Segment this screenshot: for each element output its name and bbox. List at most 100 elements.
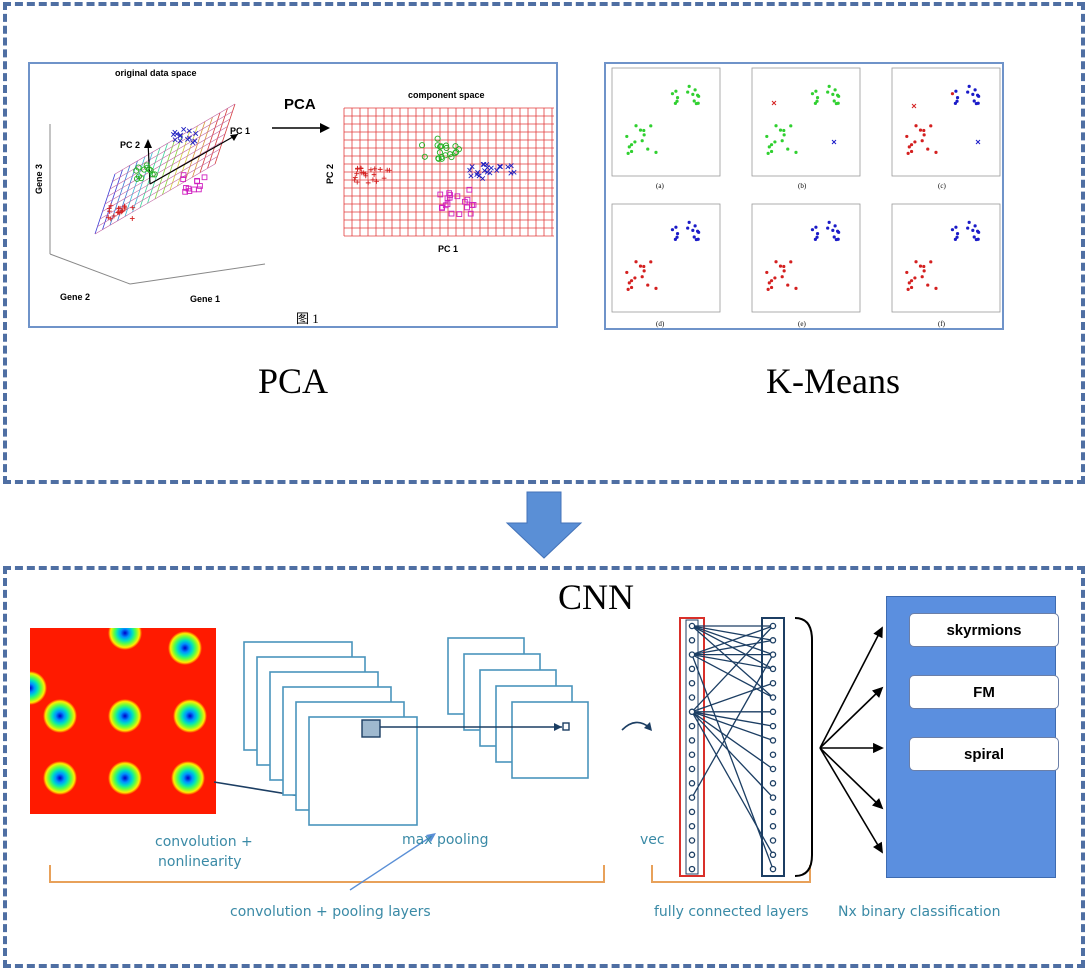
kmeans-point [649,124,653,128]
kmeans-point [966,226,970,230]
kmeans-point [954,89,958,93]
scatter-point [108,216,114,222]
scatter-point [511,169,517,175]
axis-gene3: Gene 3 [34,163,45,195]
hidden-node [769,808,777,816]
kmeans-point [837,94,841,98]
scatter-point [185,185,192,192]
kmeans-point [953,237,958,241]
fc-connection [691,711,774,770]
original-space-title: original data space [115,68,197,78]
kmeans-point [694,237,698,242]
scatter-point [444,201,451,208]
scatter-point [439,204,445,211]
kmeans-point [646,147,650,151]
input-node [688,822,696,830]
output-arrow [819,747,883,809]
scatter-point [177,138,183,144]
hidden-node [769,865,777,873]
max-pooling-label: max pooling [402,832,489,848]
scatter-point [182,188,188,195]
scatter-point [456,211,463,217]
scatter-point [443,142,450,149]
scatter-point [363,173,369,179]
kmeans-point [767,145,771,149]
kmeans-point [626,151,630,155]
kmeans-point [794,286,798,290]
hidden-node [769,794,777,801]
kmeans-point [673,237,678,241]
kmeans-point [692,99,696,103]
input-node [688,751,696,758]
pca-figure [49,103,554,285]
kmeans-point [833,224,837,228]
kmeans-point [832,99,836,103]
kmeans-point [649,260,653,264]
scatter-point [122,206,128,212]
kmeans-point [640,139,644,143]
scatter-point [108,203,114,209]
scatter-point [435,155,442,162]
scatter-point [362,171,368,177]
kmeans-point [826,226,830,230]
kmeans-subplot [891,67,1001,177]
kmeans-point [967,220,971,225]
kmeans-point [967,84,971,89]
pc2-label: PC 2 [120,140,141,150]
scatter-point [180,176,187,183]
kmeans-point [778,264,783,268]
scatter-point [180,172,187,178]
fc-connection [691,625,774,698]
scatter-point [197,183,203,189]
scatter-point [371,172,377,178]
skyrmion [173,699,207,733]
kmeans-point [780,139,784,143]
kmeans-point [634,260,638,264]
kmeans-point [765,134,769,139]
kmeans-point [815,231,820,236]
kmeans-point [674,225,678,229]
kmeans-point [697,94,701,98]
kmeans-point [625,270,629,275]
fc-connection [691,711,774,727]
kmeans-caption: K-Means [766,361,900,401]
kmeans-point [831,92,835,96]
kmeans-point [914,260,918,264]
kmeans-point [954,225,958,229]
fc-connection [691,639,774,656]
kmeans-point [920,139,924,143]
kmeans-point [769,143,774,147]
scatter-point [354,171,360,177]
kmeans-point [826,90,830,94]
scatter-point [105,214,111,220]
scatter-point [437,143,444,150]
conv-label-line1: convolution + [155,834,253,850]
output-arrow [819,627,883,749]
kmeans-subplot [611,67,721,177]
kmeans-point [813,237,818,241]
input-node [688,637,696,644]
scatter-point [466,186,473,193]
kmeans-label-a: (a) [656,182,664,190]
input-node [688,665,696,673]
kmeans-point [926,147,930,151]
kmeans-point [782,133,786,137]
scatter-point [438,155,445,162]
scatter-point [370,177,376,183]
kmeans-point [778,128,783,132]
output-arrowhead [872,798,884,810]
kmeans-point [914,124,918,128]
kmeans-label-f: (f) [938,320,945,328]
hidden-node [769,822,777,830]
kmeans-point [786,283,790,287]
scatter-point [170,131,176,138]
fc-connection [691,625,774,713]
scatter-point [464,204,470,211]
scatter-point [484,165,490,171]
kmeans-point [929,124,933,128]
scatter-point [201,174,208,181]
kmeans-point [774,260,778,264]
pooling-window [361,719,381,738]
kmeans-point [909,149,914,154]
input-node [688,851,696,859]
